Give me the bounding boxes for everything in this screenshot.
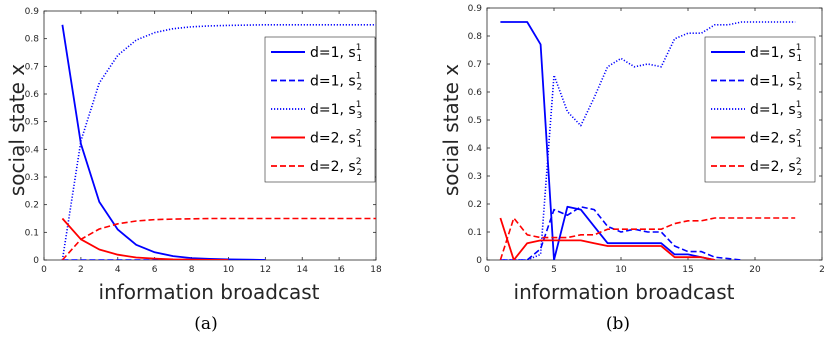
y-tick-label: 0: [33, 256, 39, 266]
y-tick-label: 0.8: [468, 32, 483, 42]
x-tick-label: 5: [551, 265, 557, 275]
legend-label-4: d=2, s2 1: [310, 129, 362, 150]
y-tick-label: 0.5: [25, 118, 39, 128]
series-line-1: [61, 24, 266, 260]
y-tick-label: 0.2: [25, 201, 39, 211]
x-tick-label: 20: [749, 265, 761, 275]
legend-label-2: d=1, s1 2: [310, 72, 362, 93]
chart-panel-a: information broadcast social state x (a)…: [5, 7, 382, 334]
y-tick-label: 0.2: [468, 200, 482, 210]
y-tick-label: 0.4: [25, 145, 40, 155]
legend-label-5: d=2, s2 2: [750, 157, 802, 178]
panel-caption: (a): [194, 314, 217, 334]
x-axis-label: information broadcast: [514, 280, 735, 304]
y-tick-label: 0: [476, 256, 482, 266]
x-tick-label: 6: [152, 265, 158, 275]
legend: d=1, s1 1 d=1, s1 2 d=1, s1 3 d=2, s2 1 d=2, s2 2: [264, 36, 376, 183]
legend-label-1: d=1, s1 1: [310, 43, 362, 64]
y-tick-label: 0.9: [25, 7, 40, 17]
x-tick-label: 12: [260, 265, 271, 275]
x-tick-label: 14: [296, 265, 308, 275]
y-axis-label: social state x: [5, 64, 29, 196]
legend-label-2: d=1, s1 2: [750, 72, 802, 93]
y-tick-label: 0.1: [468, 228, 482, 238]
legend-label-5: d=2, s2 2: [310, 157, 362, 178]
legend-label-3: d=1, s1 3: [750, 100, 802, 121]
chart-panel-b: information broadcast social state x (b)…: [439, 4, 825, 334]
x-tick-label: 10: [223, 265, 235, 275]
series-group: [499, 21, 796, 260]
legend-label-3: d=1, s1 3: [310, 100, 362, 121]
x-tick-label: 0: [484, 265, 490, 275]
series-line-4: [499, 217, 715, 260]
y-tick-label: 0.5: [468, 116, 482, 126]
series-group: [61, 23, 376, 260]
series-line-5: [61, 217, 376, 260]
y-tick-label: 0.4: [468, 144, 483, 154]
y-tick-label: 0.6: [468, 88, 483, 98]
x-tick-label: 15: [682, 265, 693, 275]
legend-label-4: d=2, s2 1: [750, 129, 802, 150]
x-tick-label: 2: [78, 265, 84, 275]
legend-label-1: d=1, s1 1: [750, 43, 802, 64]
legend: d=1, s1 1 d=1, s1 2 d=1, s1 3 d=2, s2 1 d=2, s2 2: [704, 36, 816, 183]
x-tick-label: 2: [819, 265, 825, 275]
y-tick-label: 0.7: [25, 62, 39, 72]
y-tick-label: 0.6: [25, 90, 40, 100]
y-axis-label: social state x: [439, 64, 463, 196]
panel-caption: (b): [606, 314, 630, 334]
y-tick-label: 0.8: [25, 35, 40, 45]
y-tick-label: 0.3: [25, 173, 39, 183]
y-tick-label: 0.9: [468, 4, 483, 14]
x-tick-label: 4: [115, 265, 121, 275]
x-tick-label: 0: [41, 265, 47, 275]
y-tick-label: 0.3: [468, 172, 482, 182]
x-tick-label: 10: [615, 265, 627, 275]
series-line-2: [500, 206, 742, 260]
y-tick-label: 0.1: [25, 228, 39, 238]
x-tick-label: 18: [370, 265, 382, 275]
x-tick-label: 8: [189, 265, 195, 275]
x-axis-label: information broadcast: [99, 280, 320, 304]
series-line-4: [61, 217, 229, 260]
series-line-1: [500, 21, 715, 260]
x-tick-label: 16: [333, 265, 345, 275]
y-tick-label: 0.7: [468, 60, 482, 70]
